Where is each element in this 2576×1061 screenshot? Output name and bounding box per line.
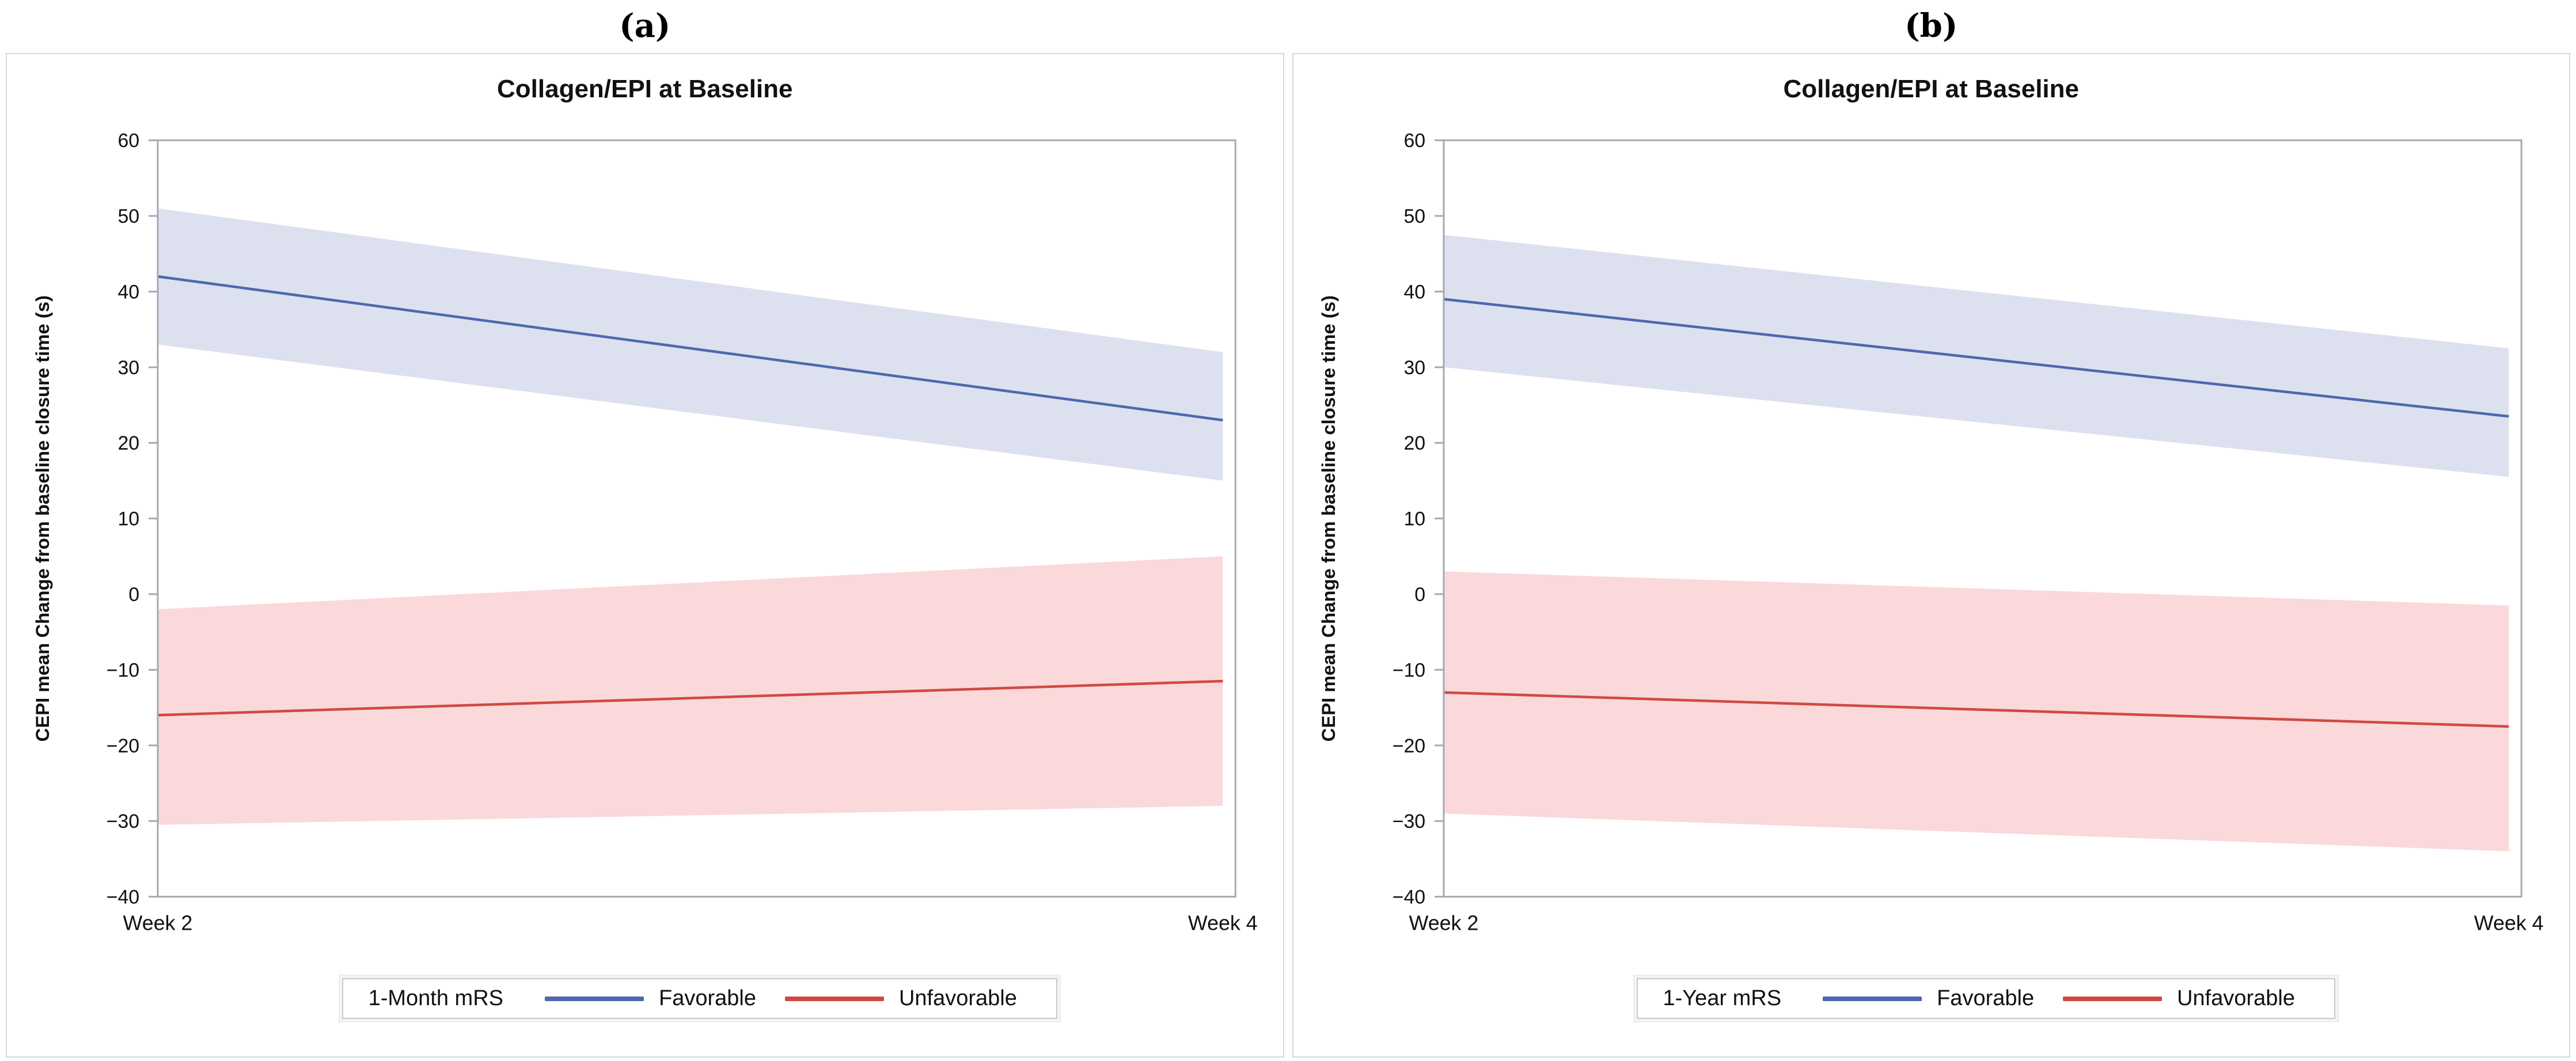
legend-label-unfavorable: Unfavorable [898, 986, 1017, 1011]
legend-label-favorable: Favorable [659, 986, 756, 1011]
y-tick-label: −40 [1393, 887, 1425, 908]
y-tick-label: −30 [1393, 811, 1425, 832]
legend-frame: 1-Month mRS Favorable Unfavorable [338, 975, 1061, 1023]
y-tick-label: −10 [1393, 659, 1425, 681]
y-tick-label: 30 [1404, 357, 1426, 379]
favorable-confidence-band [157, 208, 1223, 481]
unfavorable-line-swatch [2063, 996, 2163, 1001]
legend-group-label: 1-Year mRS [1663, 986, 1782, 1011]
panel-b: (b) Collagen/EPI at Baseline 60 50 40 30 20 1… [1292, 3, 2570, 1058]
y-tick-label: 20 [1404, 432, 1426, 454]
favorable-mean-line [157, 275, 1223, 422]
favorable-mean-line [1443, 298, 2509, 418]
y-tick-label: 10 [117, 508, 139, 530]
panel-a: (a) Collagen/EPI at Baseline 60 50 40 30 20 1… [6, 3, 1284, 1058]
y-tick-label: 20 [117, 432, 139, 454]
unfavorable-mean-line [1444, 691, 2509, 728]
y-tick-label: −20 [106, 735, 139, 757]
y-tick-label: 30 [117, 357, 139, 379]
x-tick-label: Week 2 [123, 911, 192, 934]
legend-box: 1-Year mRS Favorable Unfavorable [1636, 978, 2335, 1020]
unfavorable-mean-line [157, 679, 1223, 717]
favorable-line-swatch [1823, 996, 1922, 1001]
y-tick-label: 0 [128, 584, 139, 606]
y-tick-label: −20 [1393, 735, 1425, 757]
panel-b-caption: (b) [1905, 7, 1958, 45]
chart-title-a: Collagen/EPI at Baseline [497, 75, 793, 103]
legend-label-unfavorable: Unfavorable [2177, 986, 2295, 1011]
y-tick-label: 40 [1404, 281, 1426, 303]
chart-plot-a: 60 50 40 30 20 10 0 −10 −20 −30 −40 Week 2 Week 4 CEP… [32, 130, 1258, 935]
y-tick-label: 60 [117, 130, 139, 152]
legend-label-favorable: Favorable [1937, 986, 2035, 1011]
legend-b: 1-Year mRS Favorable Unfavorable [1633, 975, 2339, 1023]
panel-b-card: Collagen/EPI at Baseline 60 50 40 30 20 10 0 −1… [1292, 53, 2570, 1058]
y-tick-label: 40 [117, 281, 139, 303]
unfavorable-confidence-band [157, 556, 1223, 825]
y-tick-label: 10 [1404, 508, 1426, 530]
y-tick-label: −40 [106, 887, 139, 908]
legend-box: 1-Month mRS Favorable Unfavorable [342, 978, 1057, 1020]
unfavorable-confidence-band [1444, 571, 2509, 851]
panel-a-caption: (a) [619, 7, 671, 45]
y-axis-label: CEPI mean Change from baseline closure t… [32, 295, 53, 741]
y-tick-label: 50 [117, 206, 139, 227]
y-tick-label: −10 [106, 659, 139, 681]
legend-frame: 1-Year mRS Favorable Unfavorable [1633, 975, 2339, 1023]
legend-a: 1-Month mRS Favorable Unfavorable [338, 975, 1061, 1023]
panel-a-card: Collagen/EPI at Baseline 60 50 40 30 20 10 0 −1… [6, 53, 1284, 1058]
x-tick-label: Week 4 [2474, 911, 2544, 934]
x-tick-label: Week 2 [1409, 911, 1479, 934]
favorable-confidence-band [1444, 234, 2509, 477]
chart-plot-b: 60 50 40 30 20 10 0 −10 −20 −30 −40 Week 2 Week 4 CEP… [1318, 130, 2544, 935]
favorable-line-swatch [545, 996, 644, 1001]
y-tick-label: 0 [1415, 584, 1426, 606]
plot-border [1443, 139, 2522, 898]
chart-title-b: Collagen/EPI at Baseline [1783, 75, 2080, 103]
y-axis-label: CEPI mean Change from baseline closure t… [1318, 295, 1339, 741]
y-tick-label: 60 [1404, 130, 1426, 152]
legend-group-label: 1-Month mRS [368, 986, 503, 1011]
x-tick-label: Week 4 [1188, 911, 1258, 934]
y-tick-label: −30 [106, 811, 139, 832]
y-tick-label: 50 [1404, 206, 1426, 227]
unfavorable-line-swatch [784, 996, 884, 1001]
